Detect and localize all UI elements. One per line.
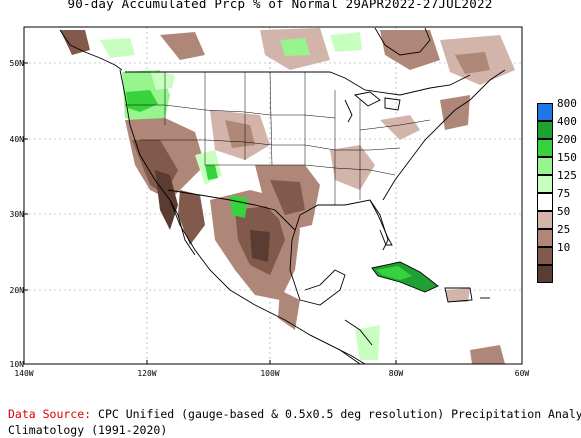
legend-swatch — [537, 247, 553, 265]
legend-item-800: 800 — [537, 97, 581, 121]
legend-swatch — [537, 229, 553, 247]
climatology-text: Climatology (1991-2020) — [8, 423, 168, 437]
state-lines — [125, 71, 431, 205]
legend-item-200: 200 — [537, 133, 581, 157]
legend-label: 800 — [557, 97, 577, 110]
source-text: CPC Unified (gauge-based & 0.5x0.5 deg r… — [91, 407, 581, 421]
legend-item-150: 150 — [537, 151, 581, 175]
legend-label: 125 — [557, 169, 577, 182]
legend-label: 150 — [557, 151, 577, 164]
data-source-footer: Data Source: CPC Unified (gauge-based & … — [8, 406, 581, 438]
x-label-100w: 100W — [260, 369, 280, 378]
legend-swatch — [537, 175, 553, 193]
x-label-80w: 80W — [388, 369, 404, 378]
legend-swatch — [537, 211, 553, 229]
legend-swatch — [537, 265, 553, 283]
source-label: Data Source: — [8, 407, 92, 421]
legend-label: 50 — [557, 205, 571, 218]
map-title: 90-day Accumulated Prcp % of Normal 29AP… — [67, 0, 493, 11]
legend-label: 400 — [557, 115, 577, 128]
y-label-30n: 30N — [9, 210, 24, 219]
legend-label: 10 — [557, 241, 571, 254]
legend-swatch — [537, 121, 553, 139]
legend-label: 25 — [557, 223, 571, 236]
x-label-60w: 60W — [514, 369, 530, 378]
legend-swatch — [537, 157, 553, 175]
y-label-10n: 10N — [9, 360, 24, 369]
x-label-140w: 140W — [14, 369, 34, 378]
legend-item-400: 400 — [537, 115, 581, 139]
legend-item-lowest — [537, 265, 581, 283]
legend-item-75: 75 — [537, 187, 581, 211]
legend-swatch — [537, 193, 553, 211]
y-label-20n: 20N — [9, 286, 24, 295]
legend-item-10: 10 — [537, 241, 581, 265]
y-label-50n: 50N — [9, 59, 24, 68]
legend-item-50: 50 — [537, 205, 581, 229]
legend-label: 200 — [557, 133, 577, 146]
legend-label: 75 — [557, 187, 571, 200]
legend-item-25: 25 — [537, 223, 581, 247]
map-outlines — [59, 27, 506, 365]
y-label-40n: 40N — [9, 135, 24, 144]
precip-shading — [60, 28, 515, 364]
legend-item-125: 125 — [537, 169, 581, 193]
legend-swatch — [537, 103, 553, 121]
legend-swatch — [537, 139, 553, 157]
x-label-120w: 120W — [137, 369, 157, 378]
